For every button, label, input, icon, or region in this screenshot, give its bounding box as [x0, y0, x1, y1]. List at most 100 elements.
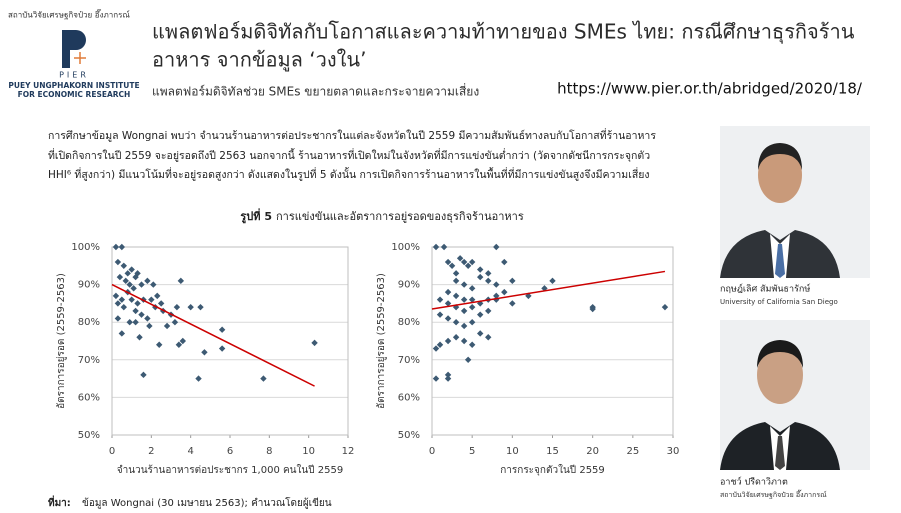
point — [144, 315, 151, 322]
y-tick-label: 80% — [398, 317, 420, 328]
point — [468, 296, 476, 303]
point — [114, 300, 122, 307]
point — [468, 258, 476, 266]
x-tick-label: 4 — [187, 446, 193, 457]
point — [509, 277, 516, 285]
point — [201, 349, 208, 356]
point — [173, 303, 181, 311]
point — [452, 334, 460, 341]
point — [464, 356, 472, 363]
point — [485, 334, 492, 341]
point — [477, 273, 484, 281]
plot-frame — [111, 246, 349, 436]
x-tick-label: 8 — [266, 446, 272, 457]
point — [432, 375, 440, 382]
trend-line — [431, 270, 666, 310]
paragraph-line: การศึกษาข้อมูล Wongnai พบว่า จำนวนร้านอา… — [48, 128, 656, 142]
point — [493, 281, 500, 288]
point — [436, 311, 444, 318]
x-tick-label: 10 — [302, 446, 315, 457]
person-affiliation: สถาบันวิจัยเศรษฐกิจป๋วย อึ๊งภากรณ์ — [720, 489, 827, 499]
point — [464, 262, 472, 269]
point — [156, 341, 163, 348]
point — [118, 330, 126, 337]
logo-plus — [74, 52, 86, 64]
paragraph-line: ที่เปิดกิจการในปี 2559 จะอยู่รอดถึงปี 25… — [48, 148, 650, 162]
org-en: PUEY UNGPHAKORN INSTITUTE — [8, 81, 139, 90]
subtitle: แพลตฟอร์มดิจิทัลช่วย SMEs ขยายตลาดและกระ… — [152, 83, 479, 99]
logo-text: PIER — [59, 71, 89, 80]
point — [549, 277, 556, 285]
y-tick-label: 100% — [391, 242, 420, 253]
y-axis-label: อัตราการอยู่รอด (2559-2563) — [376, 273, 387, 409]
point — [460, 307, 468, 315]
point — [134, 300, 141, 307]
point — [444, 337, 452, 345]
point — [460, 281, 468, 288]
y-tick-label: 70% — [398, 355, 420, 366]
x-tick-label: 12 — [342, 446, 355, 457]
point — [144, 277, 151, 285]
photo — [720, 320, 870, 470]
paragraph-line: HHI⁶ ที่สูงกว่า) มีแนวโน้มที่จะอยู่รอดสู… — [48, 167, 650, 181]
point — [116, 273, 124, 281]
point — [132, 319, 139, 326]
point — [179, 337, 186, 345]
y-axis-label: อัตราการอยู่รอด (2559-2563) — [56, 273, 67, 409]
point — [260, 375, 267, 382]
x-tick-label: 6 — [227, 446, 233, 457]
point — [448, 262, 456, 269]
x-tick-label: 2 — [148, 446, 154, 457]
y-tick-label: 70% — [78, 355, 100, 366]
point — [114, 315, 122, 322]
point — [444, 371, 452, 379]
point — [444, 288, 452, 296]
x-tick-label: 20 — [586, 446, 599, 457]
point — [138, 281, 145, 288]
point — [452, 319, 460, 326]
point — [177, 277, 185, 285]
x-axis-label: จำนวนร้านอาหารต่อประชากร 1,000 คนในปี 25… — [117, 464, 343, 476]
point — [134, 270, 141, 277]
point — [444, 258, 452, 266]
point — [432, 243, 440, 251]
point — [440, 243, 448, 251]
org-thai: สถาบันวิจัยเศรษฐกิจป๋วย อึ๊งภากรณ์ — [8, 9, 130, 20]
point — [124, 270, 131, 277]
point — [218, 345, 226, 352]
x-tick-label: 30 — [667, 446, 680, 457]
person-name: อาชว์ ปรีดาวิภาต — [720, 476, 788, 488]
point — [126, 319, 133, 326]
person-name: กฤษฎ์เลิศ สัมพันธารักษ์ — [720, 283, 811, 295]
point — [138, 311, 145, 318]
point — [436, 341, 444, 348]
point — [122, 277, 129, 285]
point — [452, 270, 460, 277]
y-tick-label: 50% — [398, 430, 420, 441]
point — [114, 258, 122, 266]
point — [501, 258, 508, 266]
point — [468, 303, 476, 311]
point — [150, 281, 157, 288]
url[interactable]: https://www.pier.or.th/abridged/2020/18/ — [557, 80, 863, 98]
point — [436, 296, 444, 303]
point — [154, 292, 161, 300]
y-tick-label: 90% — [78, 280, 100, 291]
title: แพลตฟอร์มดิจิทัลกับโอกาสและความท้าทายของ… — [152, 20, 855, 45]
point — [157, 300, 165, 307]
person-affiliation: University of California San Diego — [720, 298, 838, 306]
point — [460, 337, 468, 345]
point — [148, 296, 155, 303]
point — [477, 311, 484, 318]
y-tick-label: 50% — [78, 430, 100, 441]
point — [661, 303, 669, 311]
point — [452, 292, 460, 300]
y-tick-label: 90% — [398, 280, 420, 291]
point — [444, 300, 452, 307]
point — [175, 341, 183, 348]
point — [460, 296, 468, 303]
figure-title: การแข่งขันและอัตราการอยู่รอดของธุรกิจร้า… — [276, 210, 524, 223]
photo — [720, 126, 870, 278]
x-tick-label: 5 — [469, 446, 475, 457]
